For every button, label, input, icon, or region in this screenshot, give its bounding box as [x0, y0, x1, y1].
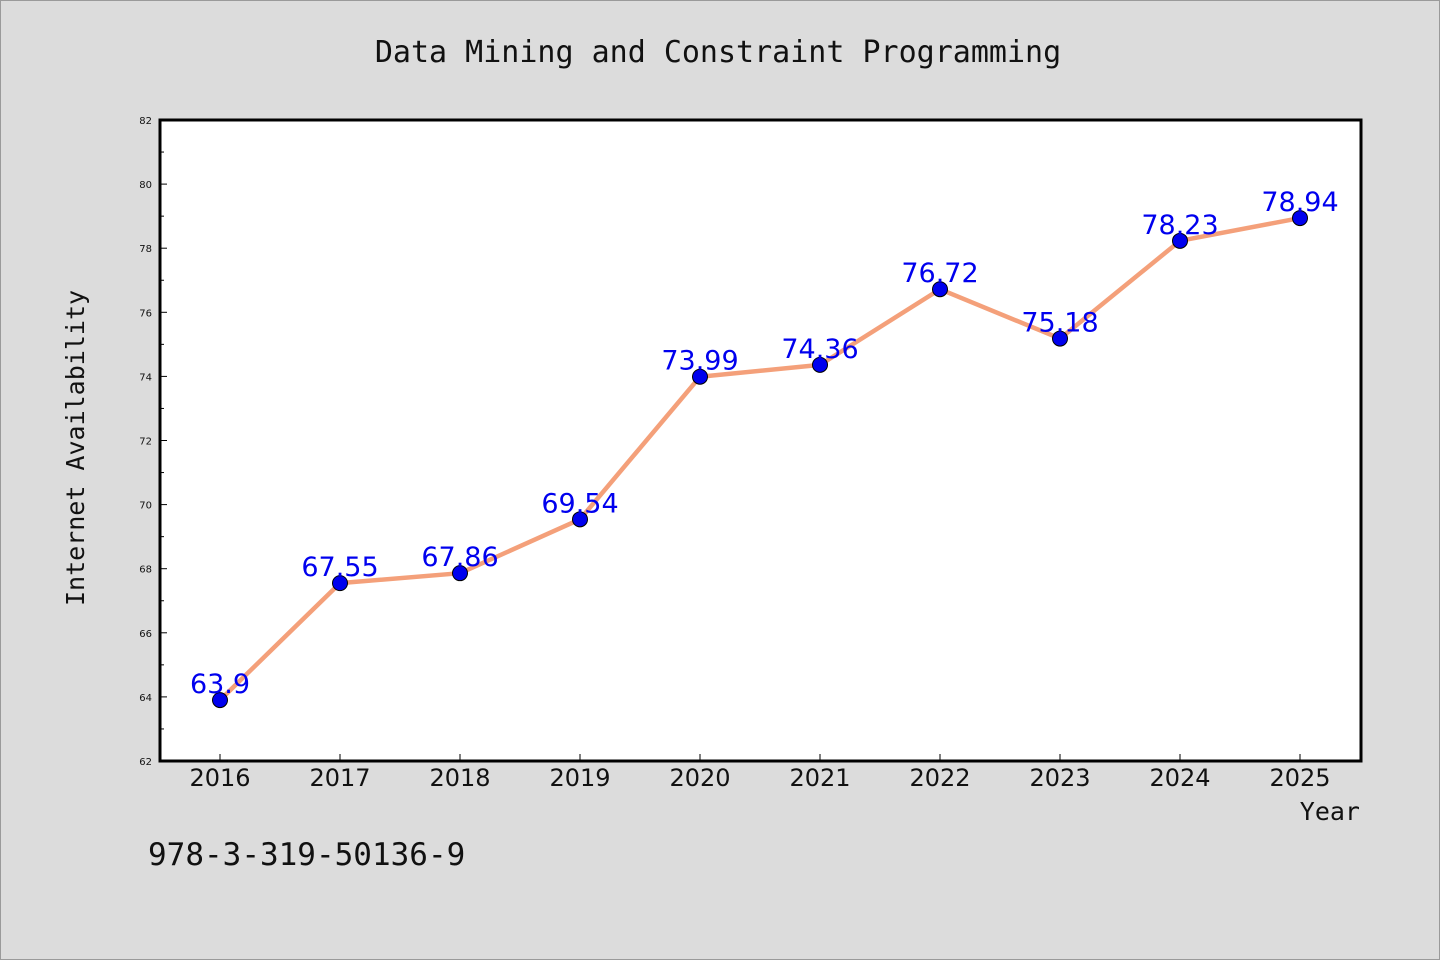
data-point[interactable]: [572, 511, 588, 528]
data-label: 63.9: [190, 669, 250, 700]
data-label: 67.55: [301, 552, 378, 583]
data-point[interactable]: [692, 368, 708, 385]
data-point[interactable]: [932, 281, 948, 298]
y-tick-label: 80: [139, 180, 152, 191]
chart-title: Data Mining and Constraint Programming: [375, 35, 1061, 70]
data-label: 76.72: [901, 258, 978, 289]
x-axis: 2016 2017 2018 2019 2020 2021 2022 2023 2024 2025: [189, 754, 1331, 792]
y-tick-label: 62: [139, 757, 152, 768]
y-tick-label: 76: [139, 308, 152, 319]
data-point[interactable]: [452, 565, 468, 582]
x-tick-label: 2016: [189, 764, 250, 792]
x-tick-label: 2023: [1029, 764, 1090, 792]
data-label: 69.54: [541, 488, 618, 519]
x-tick-label: 2020: [669, 764, 730, 792]
y-tick-label: 68: [139, 565, 152, 576]
data-point[interactable]: [1292, 210, 1308, 227]
x-axis-label: Year: [1300, 797, 1360, 826]
y-axis: 62 64 66 68 70 72 74 76 78 80 82: [139, 116, 167, 768]
data-label: 73.99: [661, 346, 738, 377]
y-tick-label: 72: [139, 437, 152, 448]
data-point[interactable]: [332, 575, 348, 592]
y-tick-label: 78: [139, 244, 152, 255]
x-tick-label: 2024: [1149, 764, 1210, 792]
x-tick-label: 2018: [429, 764, 490, 792]
x-tick-label: 2019: [549, 764, 610, 792]
y-tick-label: 82: [139, 116, 152, 127]
data-label: 75.18: [1021, 308, 1098, 339]
data-point[interactable]: [1052, 330, 1068, 347]
x-tick-label: 2022: [909, 764, 970, 792]
y-tick-label: 66: [139, 629, 152, 640]
x-tick-label: 2021: [789, 764, 850, 792]
series-line: [218, 215, 1301, 702]
data-label: 78.23: [1141, 210, 1218, 241]
data-point[interactable]: [1172, 232, 1188, 249]
series-group: 63.9 67.55 67.86 69.54 73.99 74.36 76.72 75.18 7…: [190, 187, 1339, 709]
y-tick-label: 64: [139, 693, 152, 704]
data-point[interactable]: [812, 356, 828, 373]
isbn-text: 978-3-319-50136-9: [148, 837, 465, 873]
data-label: 74.36: [781, 334, 858, 365]
y-tick-label: 70: [139, 501, 152, 512]
y-axis-label: Internet Availability: [61, 290, 90, 606]
data-label: 67.86: [421, 542, 498, 573]
x-tick-label: 2025: [1269, 764, 1330, 792]
plot-area: [158, 118, 1363, 763]
data-label: 78.94: [1261, 187, 1338, 218]
y-tick-label: 74: [139, 372, 152, 383]
data-point[interactable]: [212, 692, 228, 709]
x-tick-label: 2017: [309, 764, 370, 792]
